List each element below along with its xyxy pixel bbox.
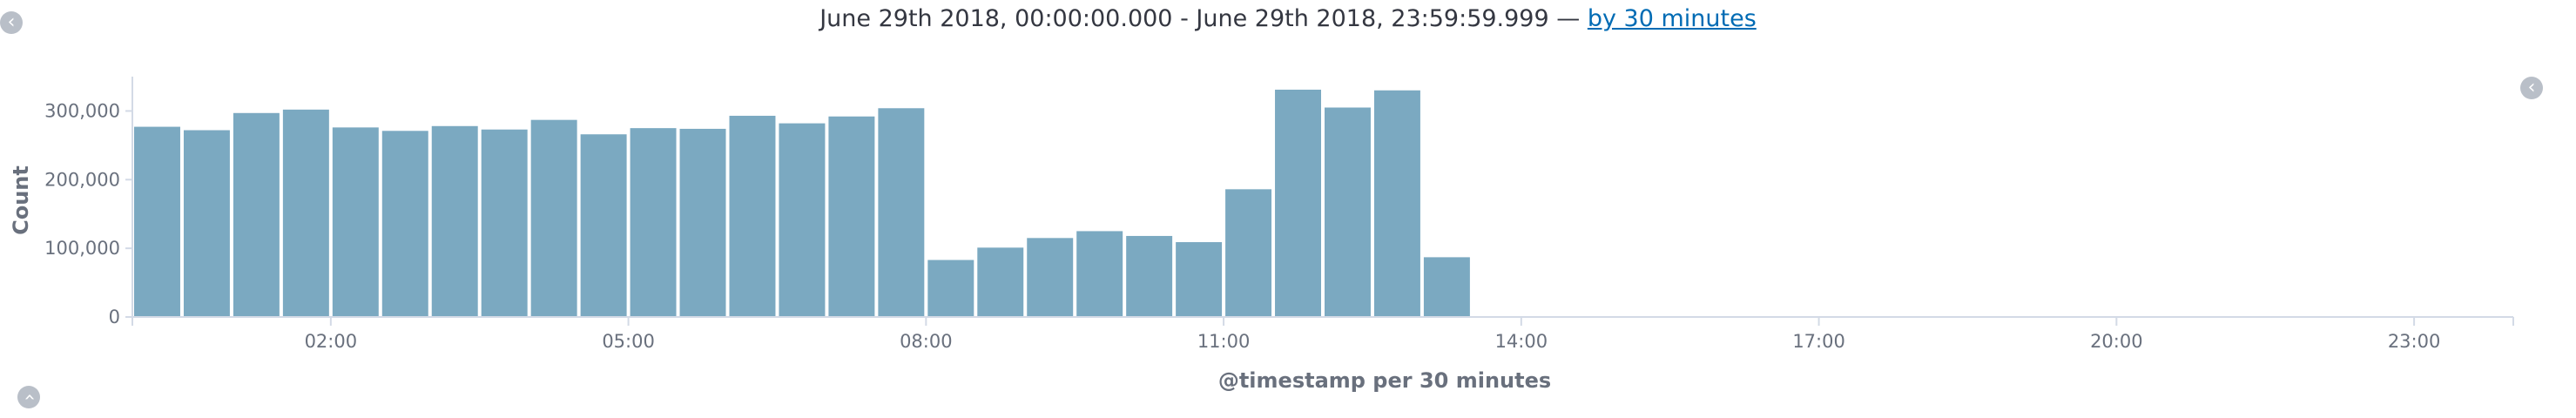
bar[interactable] bbox=[1126, 235, 1173, 317]
collapse-left-button[interactable]: ‹ bbox=[0, 11, 23, 34]
interval-link[interactable]: by 30 minutes bbox=[1587, 5, 1757, 32]
bar[interactable] bbox=[679, 128, 726, 317]
x-tick-label: 20:00 bbox=[2090, 331, 2143, 352]
x-axis-title: @timestamp per 30 minutes bbox=[1218, 368, 1551, 393]
chevron-left-icon: ‹ bbox=[7, 11, 16, 33]
bar[interactable] bbox=[977, 247, 1024, 317]
bar[interactable] bbox=[1176, 242, 1223, 317]
bar[interactable] bbox=[927, 260, 974, 317]
bar[interactable] bbox=[530, 119, 577, 317]
x-tick-label: 11:00 bbox=[1197, 331, 1251, 352]
bar[interactable] bbox=[828, 116, 875, 317]
x-tick-label: 08:00 bbox=[900, 331, 953, 352]
time-range-text: June 29th 2018, 00:00:00.000 - June 29th… bbox=[819, 5, 1588, 32]
x-axis: 02:00 05:00 08:00 11:00 14:00 17:00 20:00 23:00 bbox=[131, 316, 2514, 352]
bar[interactable] bbox=[282, 109, 329, 317]
bar[interactable] bbox=[134, 126, 180, 317]
x-tick-label: 02:00 bbox=[305, 331, 358, 352]
y-tick-label: 300,000 bbox=[44, 100, 120, 121]
bar[interactable] bbox=[431, 125, 478, 317]
bar[interactable] bbox=[481, 129, 528, 317]
chevron-left-icon: ‹ bbox=[2527, 77, 2536, 98]
bar[interactable] bbox=[729, 115, 776, 317]
x-tick-label: 17:00 bbox=[1792, 331, 1845, 352]
bar[interactable] bbox=[1325, 107, 1371, 318]
bar[interactable] bbox=[1027, 238, 1074, 317]
y-tick-label: 100,000 bbox=[44, 238, 120, 259]
bar[interactable] bbox=[1373, 90, 1420, 318]
bar-group bbox=[134, 89, 1470, 318]
bar[interactable] bbox=[233, 112, 280, 317]
bar[interactable] bbox=[878, 108, 925, 318]
collapse-right-button[interactable]: ‹ bbox=[2520, 77, 2543, 99]
bar[interactable] bbox=[1423, 257, 1470, 317]
toggle-details-button[interactable]: ‹ bbox=[17, 386, 40, 408]
y-axis: 0 100,000 200,000 300,000 bbox=[44, 77, 133, 327]
x-tick-label: 14:00 bbox=[1495, 331, 1548, 352]
bar[interactable] bbox=[381, 131, 428, 317]
x-tick-label: 23:00 bbox=[2388, 331, 2441, 352]
bar[interactable] bbox=[779, 123, 826, 317]
y-axis-title: Count bbox=[9, 165, 33, 235]
bar[interactable] bbox=[183, 130, 230, 317]
bar[interactable] bbox=[1275, 89, 1321, 317]
time-range-header: June 29th 2018, 00:00:00.000 - June 29th… bbox=[0, 5, 2576, 32]
y-tick-label: 0 bbox=[109, 307, 120, 327]
bar[interactable] bbox=[1076, 231, 1123, 317]
bar[interactable] bbox=[580, 134, 627, 317]
bar[interactable] bbox=[630, 128, 677, 317]
x-tick-label: 05:00 bbox=[602, 331, 655, 352]
y-tick-label: 200,000 bbox=[44, 169, 120, 190]
bar[interactable] bbox=[1225, 189, 1272, 317]
bar[interactable] bbox=[332, 127, 379, 317]
